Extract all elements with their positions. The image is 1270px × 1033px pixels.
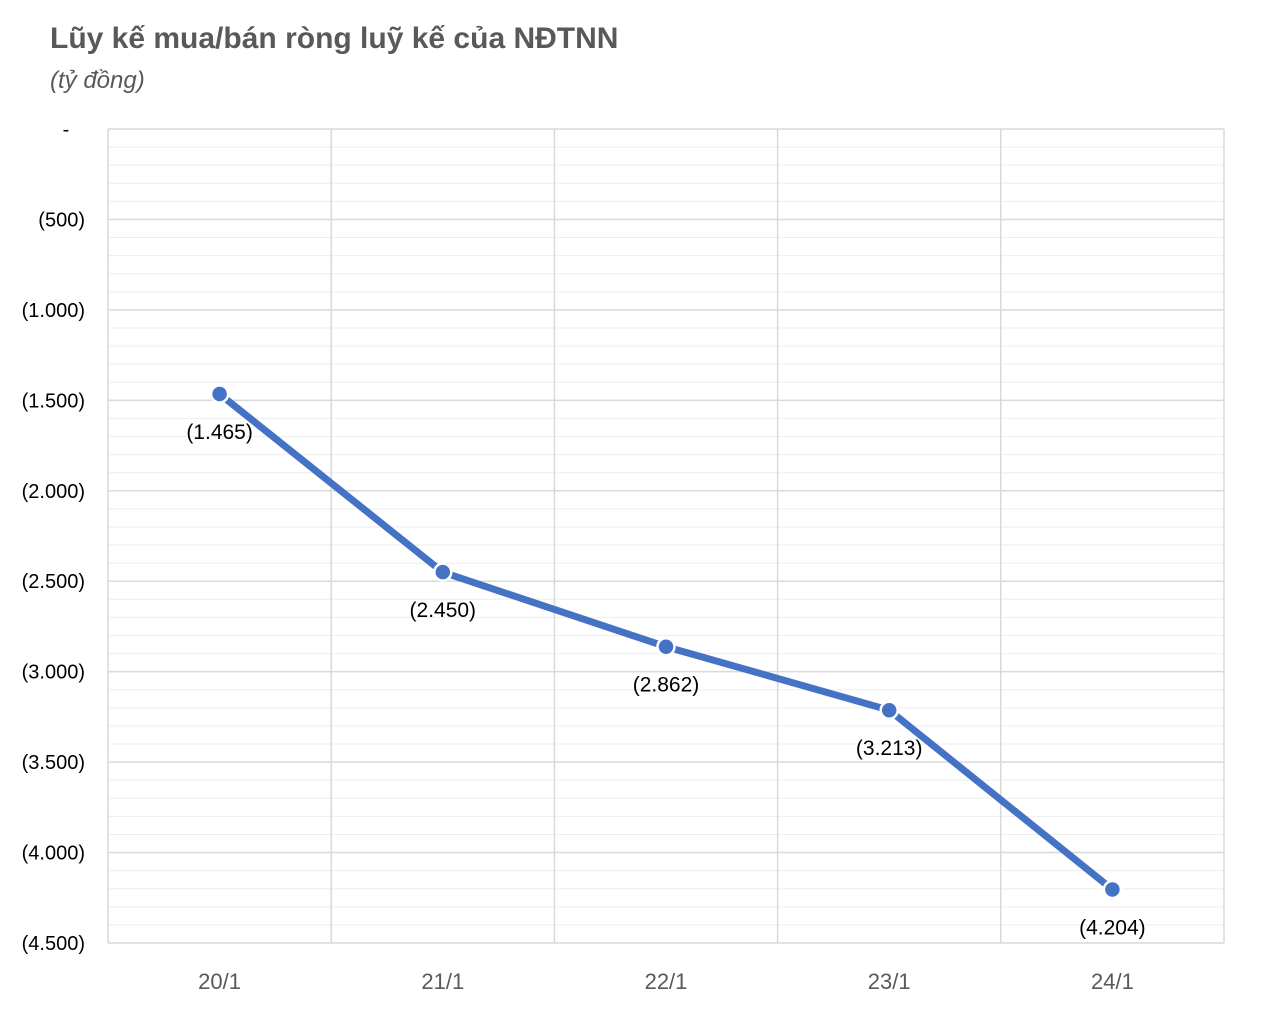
y-tick-label: (4.500) xyxy=(22,933,85,955)
y-tick-label: (3.500) xyxy=(22,752,85,774)
y-tick-label: (1.000) xyxy=(22,300,85,322)
y-tick-label: (4.000) xyxy=(22,843,85,865)
y-tick-label: (1.500) xyxy=(22,390,85,412)
x-tick-label: 23/1 xyxy=(868,969,911,994)
data-point xyxy=(656,636,676,657)
data-point xyxy=(433,562,453,582)
data-label: (3.213) xyxy=(856,737,923,760)
data-label: (4.204) xyxy=(1079,916,1146,939)
chart-subtitle: (tỷ đồng) xyxy=(50,67,145,94)
x-tick-label: 22/1 xyxy=(645,969,688,994)
data-label: (2.862) xyxy=(633,674,700,697)
y-tick-label: (500) xyxy=(38,209,85,231)
data-label: (2.450) xyxy=(410,599,477,622)
data-point xyxy=(1102,879,1123,900)
y-tick-label: - xyxy=(63,119,70,141)
x-tick-label: 20/1 xyxy=(198,969,241,994)
data-point xyxy=(209,384,230,404)
y-tick-label: (2.500) xyxy=(22,571,85,593)
data-label: (1.465) xyxy=(186,421,253,444)
chart-title: Lũy kế mua/bán ròng luỹ kế của NĐTNN xyxy=(50,22,619,55)
x-tick-label: 24/1 xyxy=(1091,969,1134,994)
x-tick-label: 21/1 xyxy=(421,969,464,994)
y-tick-label: (3.000) xyxy=(22,662,85,684)
data-point xyxy=(879,700,899,720)
y-tick-label: (2.000) xyxy=(22,481,85,503)
